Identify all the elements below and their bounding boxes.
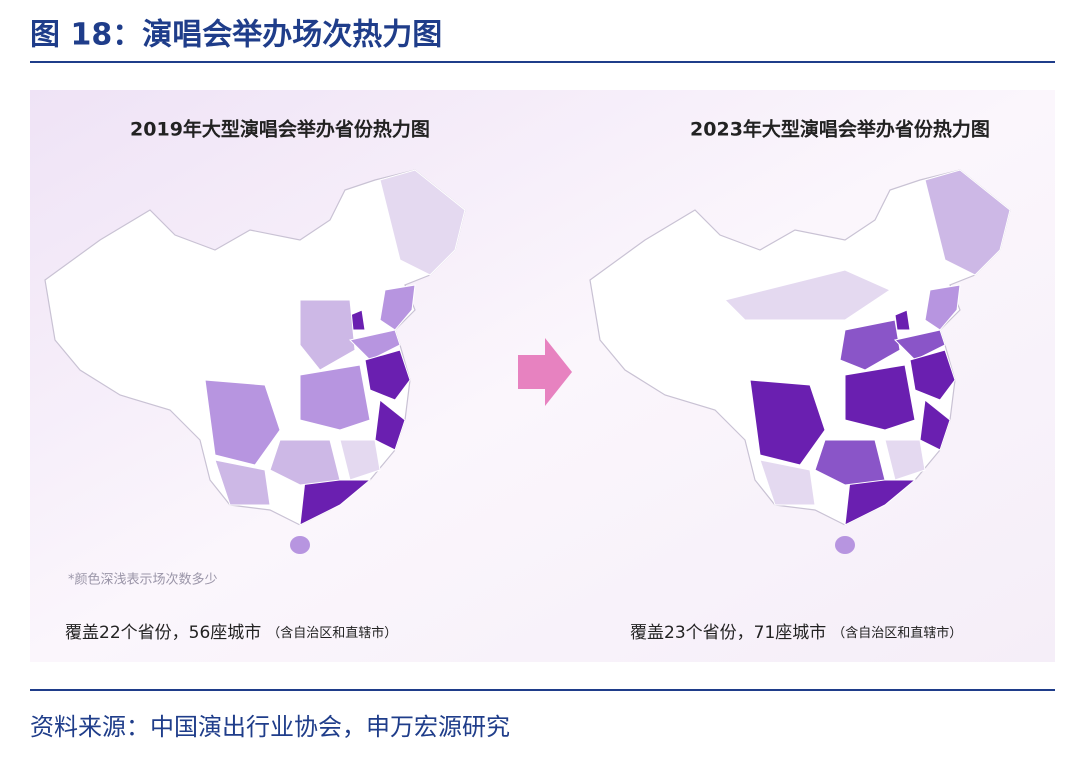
- map-2023: [589, 169, 1011, 554]
- source: 资料来源：中国演出行业协会，申万宏源研究: [30, 713, 510, 741]
- coverage: 覆盖22个省份，56座城市 （含自治区和直辖市）: [65, 623, 397, 643]
- text: （含自治区和直辖市）: [832, 625, 962, 641]
- panel-title: 2023年大型演唱会举办省份热力图: [690, 118, 990, 141]
- panel-title: 2019年大型演唱会举办省份热力图: [130, 118, 430, 141]
- figure-title: 图 18：演唱会举办场次热力图: [30, 18, 442, 53]
- map-2019: [44, 169, 466, 554]
- text: 覆盖23个省份，71座城市: [630, 623, 826, 643]
- text: 覆盖22个省份，56座城市: [65, 623, 261, 643]
- text: （含自治区和直辖市）: [267, 625, 397, 641]
- arrow: [518, 338, 572, 406]
- coverage: 覆盖23个省份，71座城市 （含自治区和直辖市）: [630, 623, 962, 643]
- legend-note: *颜色深浅表示场次数多少: [68, 572, 218, 588]
